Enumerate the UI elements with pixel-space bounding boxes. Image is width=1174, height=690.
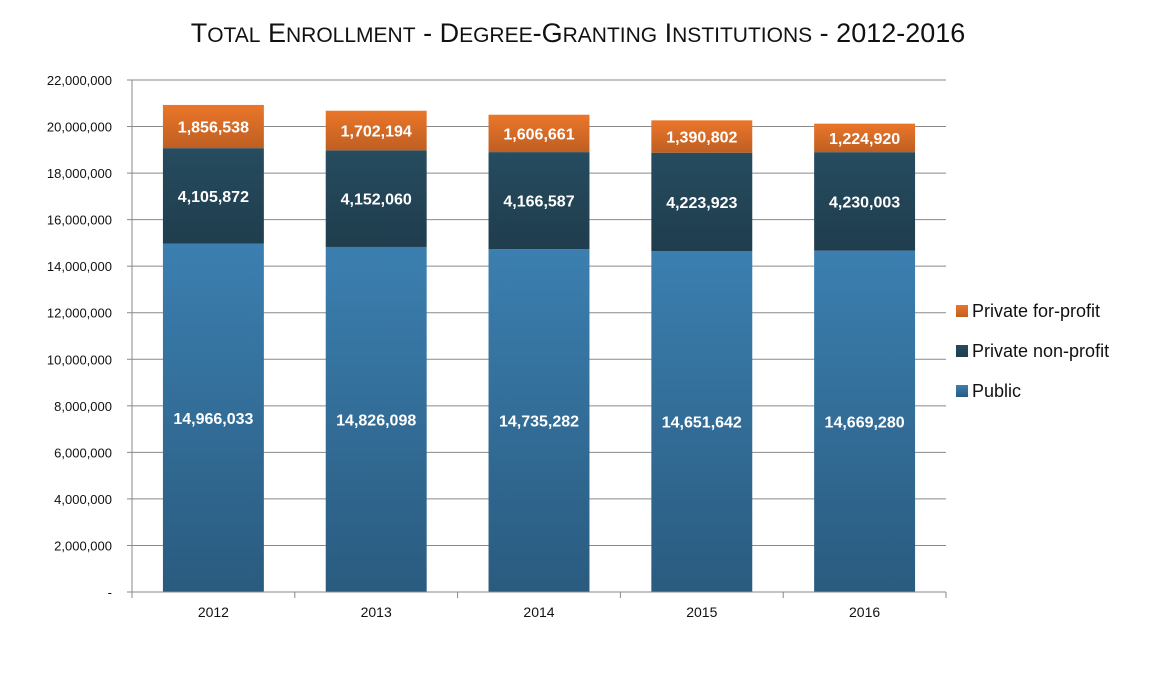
data-label: 14,651,642 xyxy=(662,415,742,432)
data-label: 14,735,282 xyxy=(499,414,579,431)
bar-public-2015 xyxy=(651,251,753,592)
chart-title: TOTAL ENROLLMENT - DEGREE-GRANTING INSTI… xyxy=(191,18,966,48)
x-tick-label: 2014 xyxy=(523,604,554,620)
y-tick-label: 16,000,000 xyxy=(47,213,112,228)
data-label: 14,826,098 xyxy=(336,412,416,429)
x-axis: 2012 2013 2014 2015 2016 xyxy=(131,591,947,620)
y-tick-label: - xyxy=(108,585,112,600)
x-tick-label: 2016 xyxy=(849,604,880,620)
data-label: 1,856,538 xyxy=(178,120,249,137)
bar-public-2016 xyxy=(814,250,916,593)
bar-private-for-profit-2014 xyxy=(488,114,590,153)
data-label: 4,166,587 xyxy=(503,194,574,211)
data-label: 1,390,802 xyxy=(666,130,737,147)
bar-private-non-profit-2015 xyxy=(651,152,753,252)
bars: 14,966,033 4,105,872 1,856,538 14,826,098 4,… xyxy=(162,104,916,593)
data-label: 1,606,661 xyxy=(503,126,574,143)
x-tick-label: 2012 xyxy=(198,604,229,620)
bar-private-for-profit-2013 xyxy=(325,110,427,151)
legend-label: Public xyxy=(972,381,1021,401)
y-axis: - 2,000,000 4,000,000 6,000,000 8,000,000 10,… xyxy=(47,73,133,600)
y-tick-label: 14,000,000 xyxy=(47,259,112,274)
data-label: 4,152,060 xyxy=(341,192,412,209)
y-tick-label: 2,000,000 xyxy=(54,538,112,553)
data-label: 4,105,872 xyxy=(178,189,249,206)
data-label: 1,224,920 xyxy=(829,131,900,148)
data-label: 4,223,923 xyxy=(666,195,737,212)
legend-swatch xyxy=(956,345,968,357)
y-tick-label: 8,000,000 xyxy=(54,399,112,414)
legend-label: Private for-profit xyxy=(972,301,1100,321)
legend-label: Private non-profit xyxy=(972,341,1109,361)
data-label: 4,230,003 xyxy=(829,194,900,211)
bar-private-non-profit-2014 xyxy=(488,152,590,250)
y-tick-label: 22,000,000 xyxy=(47,73,112,88)
data-label: 14,966,033 xyxy=(173,411,253,428)
x-tick-label: 2013 xyxy=(361,604,392,620)
y-tick-label: 12,000,000 xyxy=(47,306,112,321)
bar-private-for-profit-2015 xyxy=(651,120,753,153)
x-tick-label: 2015 xyxy=(686,604,717,620)
data-label: 1,702,194 xyxy=(341,124,412,141)
legend-swatch xyxy=(956,305,968,317)
bar-public-2013 xyxy=(325,246,427,592)
legend-swatch xyxy=(956,385,968,397)
bar-private-for-profit-2016 xyxy=(814,123,916,153)
bar-public-2014 xyxy=(488,249,590,592)
y-tick-label: 20,000,000 xyxy=(47,120,112,135)
y-tick-label: 10,000,000 xyxy=(47,352,112,367)
bar-private-non-profit-2013 xyxy=(325,150,427,247)
legend: Private for-profit Private non-profit Publ… xyxy=(956,301,1109,401)
bar-private-for-profit-2012 xyxy=(162,104,264,149)
y-tick-label: 4,000,000 xyxy=(54,492,112,507)
data-label: 14,669,280 xyxy=(825,414,905,431)
bar-private-non-profit-2016 xyxy=(814,152,916,251)
y-tick-label: 18,000,000 xyxy=(47,166,112,181)
y-tick-label: 6,000,000 xyxy=(54,445,112,460)
bar-public-2012 xyxy=(162,243,264,593)
bar-private-non-profit-2012 xyxy=(162,148,264,244)
